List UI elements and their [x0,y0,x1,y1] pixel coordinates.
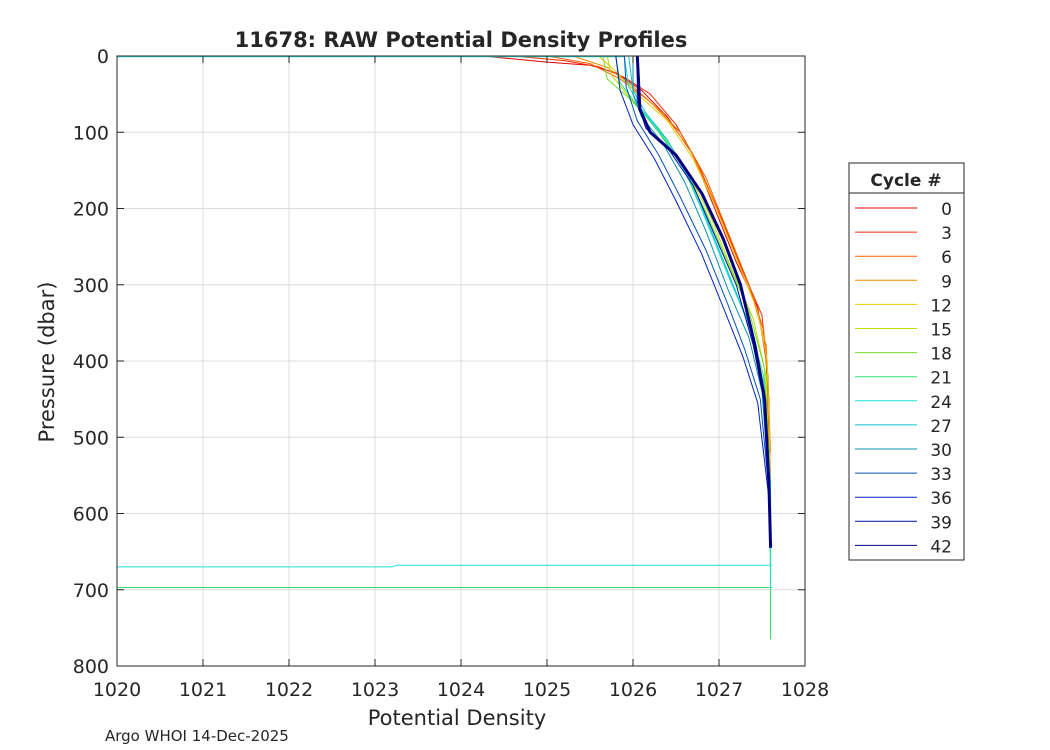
series-line-cycle-42 [635,55,773,548]
y-tick-label: 400 [73,351,109,373]
x-tick-label: 1025 [523,679,571,701]
x-tick-label: 1024 [437,679,485,701]
x-axis-label: Potential Density [368,706,547,730]
legend-label-33: 33 [930,465,952,485]
legend-label-6: 6 [941,248,952,268]
legend-title: Cycle # [870,171,941,191]
legend-label-12: 12 [930,296,952,316]
legend-box [848,162,965,561]
x-tick-label: 1023 [351,679,399,701]
series-line-cycle-24 [117,564,771,568]
series-line-cycle-36 [615,55,772,545]
series-line-cycle-12 [598,55,772,484]
legend-label-0: 0 [941,200,952,220]
y-tick-label: 500 [73,427,109,449]
series-line-cycle-0 [482,55,772,499]
y-tick-label: 300 [73,275,109,297]
legend-label-27: 27 [930,417,952,437]
legend-label-9: 9 [941,272,952,292]
legend-label-3: 3 [941,224,952,244]
grid-lines [116,55,806,667]
legend-label-24: 24 [930,393,952,413]
profile-series [117,55,773,640]
x-tick-label: 1022 [265,679,313,701]
series-line-cycle-9 [572,55,772,453]
chart-title: 11678: RAW Potential Density Profiles [235,28,688,52]
x-tick-label: 1021 [179,679,227,701]
x-tick-label: 1028 [781,679,829,701]
footer-credit: Argo WHOI 14-Dec-2025 [105,727,289,745]
legend-label-39: 39 [930,513,952,533]
x-tick-label: 1020 [93,679,141,701]
legend-label-42: 42 [930,537,952,557]
y-tick-label: 800 [73,656,109,678]
series-line-cycle-24 [117,56,772,590]
legend-label-21: 21 [930,369,952,389]
legend-label-36: 36 [930,489,952,509]
y-axis-label: Pressure (dbar) [35,282,59,443]
y-tick-label: 200 [73,199,109,221]
y-tick-label: 700 [73,580,109,602]
y-tick-label: 0 [97,46,109,68]
series-line-cycle-30 [632,56,772,545]
y-tick-label: 600 [73,504,109,526]
legend-label-18: 18 [930,345,952,365]
series-line-cycle-21 [615,55,772,640]
series-line-cycle-15 [606,55,772,640]
axis-ticks: 1020 1021 1022 1023 1024 1025 1026 1027 1028 0 100… [73,46,829,701]
series-line-cycle-33 [623,55,772,545]
x-tick-label: 1027 [695,679,743,701]
x-tick-label: 1026 [609,679,657,701]
legend-label-15: 15 [930,321,952,341]
y-tick-label: 100 [73,122,109,144]
legend-label-30: 30 [930,441,952,461]
